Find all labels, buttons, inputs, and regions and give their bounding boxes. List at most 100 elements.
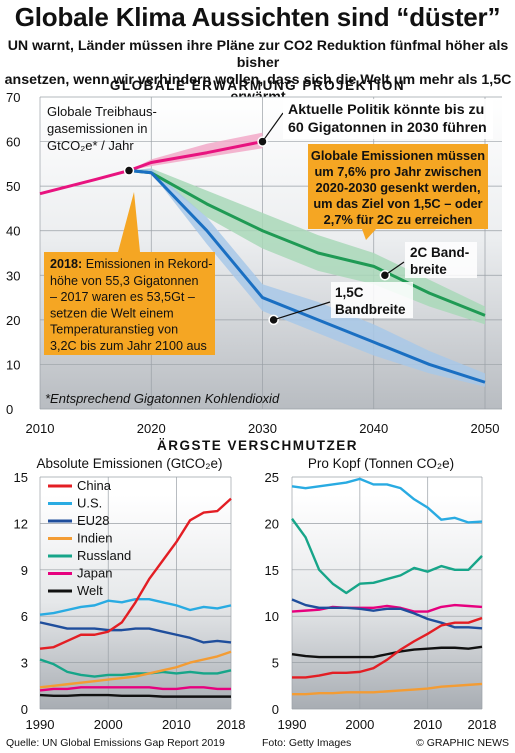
y-tick-label: 20 — [6, 313, 20, 328]
legend-label: U.S. — [77, 496, 102, 511]
x-tick-label: 2010 — [162, 717, 191, 732]
x-tick-label: 2020 — [137, 421, 166, 436]
series-line — [291, 518, 483, 595]
series-line — [39, 686, 231, 692]
callout-2018-text: 3,2C bis zum Jahr 2100 aus — [50, 339, 207, 353]
chart-title: Pro Kopf (Tonnen CO₂e) — [308, 456, 454, 471]
series-line — [128, 169, 486, 384]
y-tick-label: 0 — [272, 702, 279, 717]
brand-credit: © GRAPHIC NEWS — [416, 737, 509, 749]
x-tick-label: 2010 — [26, 421, 55, 436]
x-tick-label: 2010 — [413, 717, 442, 732]
y-axis-label: gasemissionen in — [47, 121, 147, 136]
callout-2018-text: 2018: Emissionen in Rekord- — [50, 257, 212, 271]
legend-label: Indien — [77, 531, 112, 546]
headline: Globale Klima Aussichten sind “düster” — [14, 2, 501, 32]
photo-credit: Foto: Getty Images — [262, 737, 352, 749]
callout-cut-pointer — [362, 229, 376, 240]
label-2c-bg — [405, 242, 477, 278]
series-line — [291, 477, 483, 524]
y-tick-label: 30 — [6, 268, 20, 283]
callout-2018-text: – 2017 waren es 53,5Gt – — [50, 290, 195, 304]
y-tick-label: 20 — [265, 516, 279, 531]
x-tick-label: 2000 — [345, 717, 374, 732]
x-tick-label: 1990 — [278, 717, 307, 732]
marker-dot — [123, 165, 135, 176]
x-tick-label: 1990 — [26, 717, 55, 732]
y-axis-label: GtCO₂e* / Jahr — [47, 138, 134, 153]
series-line — [292, 616, 483, 679]
callout-cut-box — [308, 144, 488, 229]
series-line — [292, 682, 483, 696]
x-tick-label: 2000 — [94, 717, 123, 732]
series-line — [39, 693, 231, 698]
series-line — [291, 645, 483, 659]
legend-label: Welt — [77, 583, 103, 598]
x-tick-label: 2040 — [359, 421, 388, 436]
callout-cut-text: um das Ziel von 1,5C – oder — [313, 196, 482, 211]
callout-cut-text: um 7,6% pro Jahr zwischen — [314, 164, 481, 179]
callout-policy-text: 60 Gigatonnen in 2030 führen — [288, 120, 487, 136]
callout-cut-text: 2,7% für 2C zu erreichen — [324, 212, 473, 227]
y-tick-label: 15 — [265, 563, 279, 578]
callout-2018-rest: Emissionen in Rekord- — [82, 257, 212, 271]
leader-line — [262, 112, 284, 142]
legend-label: EU28 — [77, 513, 110, 528]
leader-line — [384, 261, 405, 276]
series-line — [39, 497, 232, 650]
subheadline: UN warnt, Länder müssen ihre Pläne zur C… — [4, 38, 512, 106]
series-line — [39, 658, 232, 678]
callout-2018-box — [44, 252, 215, 355]
series-line — [39, 597, 232, 616]
label-2c-text: breite — [410, 262, 447, 277]
y-tick-label: 25 — [265, 470, 279, 485]
x-tick-label: 2018 — [468, 717, 497, 732]
y-tick-label: 10 — [265, 609, 279, 624]
chart-title: Absolute Emissionen (GtCO₂e) — [36, 456, 222, 471]
label-2c-text: 2C Band- — [410, 245, 469, 260]
y-tick-label: 0 — [21, 702, 28, 717]
callout-policy-text: Aktuelle Politik könnte bis zu — [288, 102, 484, 118]
y-axis-label: Globale Treibhaus- — [47, 104, 157, 119]
y-tick-label: 5 — [272, 656, 279, 671]
y-tick-label: 9 — [21, 563, 28, 578]
legend-label: China — [77, 478, 112, 493]
label-15c-text: Bandbreite — [335, 302, 406, 317]
label-15c-bg — [331, 282, 413, 318]
series-line — [128, 169, 486, 317]
uncertainty-band — [129, 168, 485, 387]
y-tick-label: 60 — [6, 135, 20, 150]
x-tick-label: 2018 — [217, 717, 246, 732]
source-credit: Quelle: UN Global Emissions Gap Report 2… — [6, 737, 225, 749]
y-tick-label: 70 — [6, 90, 20, 105]
y-tick-label: 6 — [21, 609, 28, 624]
series-line — [39, 650, 232, 689]
x-tick-label: 2050 — [471, 421, 500, 436]
legend-label: Russland — [77, 548, 131, 563]
y-tick-label: 50 — [6, 179, 20, 194]
y-tick-label: 12 — [14, 516, 28, 531]
series-line — [291, 598, 483, 630]
series-line — [39, 140, 263, 196]
y-tick-label: 3 — [21, 656, 28, 671]
callout-2018-text: Temperaturanstieg von — [50, 323, 178, 337]
label-15c-text: 1,5C — [335, 285, 364, 300]
y-tick-label: 40 — [6, 224, 20, 239]
subheadline-line-1: UN warnt, Länder müssen ihre Pläne zur C… — [7, 38, 509, 71]
callout-cut-text: 2020-2030 gesenkt werden, — [315, 180, 480, 195]
legend-label: Japan — [77, 566, 112, 581]
callout-cut-text: Globale Emissionen müssen — [311, 148, 485, 163]
y-tick-label: 15 — [14, 470, 28, 485]
y-tick-label: 10 — [6, 357, 20, 372]
callout-policy-bg — [283, 99, 493, 139]
leader-line — [273, 301, 331, 321]
x-tick-label: 2030 — [248, 421, 277, 436]
emitters-section-title: ÄRGSTE VERSCHMUTZER — [156, 438, 358, 453]
callout-2018-bold: 2018: — [50, 257, 82, 271]
footnote: *Entsprechend Gigatonnen Kohlendioxid — [45, 391, 280, 406]
y-tick-label: 0 — [6, 402, 13, 417]
series-line — [39, 621, 232, 644]
background-photo-haze-right — [292, 495, 482, 709]
callout-2018-text: setzen die Welt einem — [50, 306, 174, 320]
